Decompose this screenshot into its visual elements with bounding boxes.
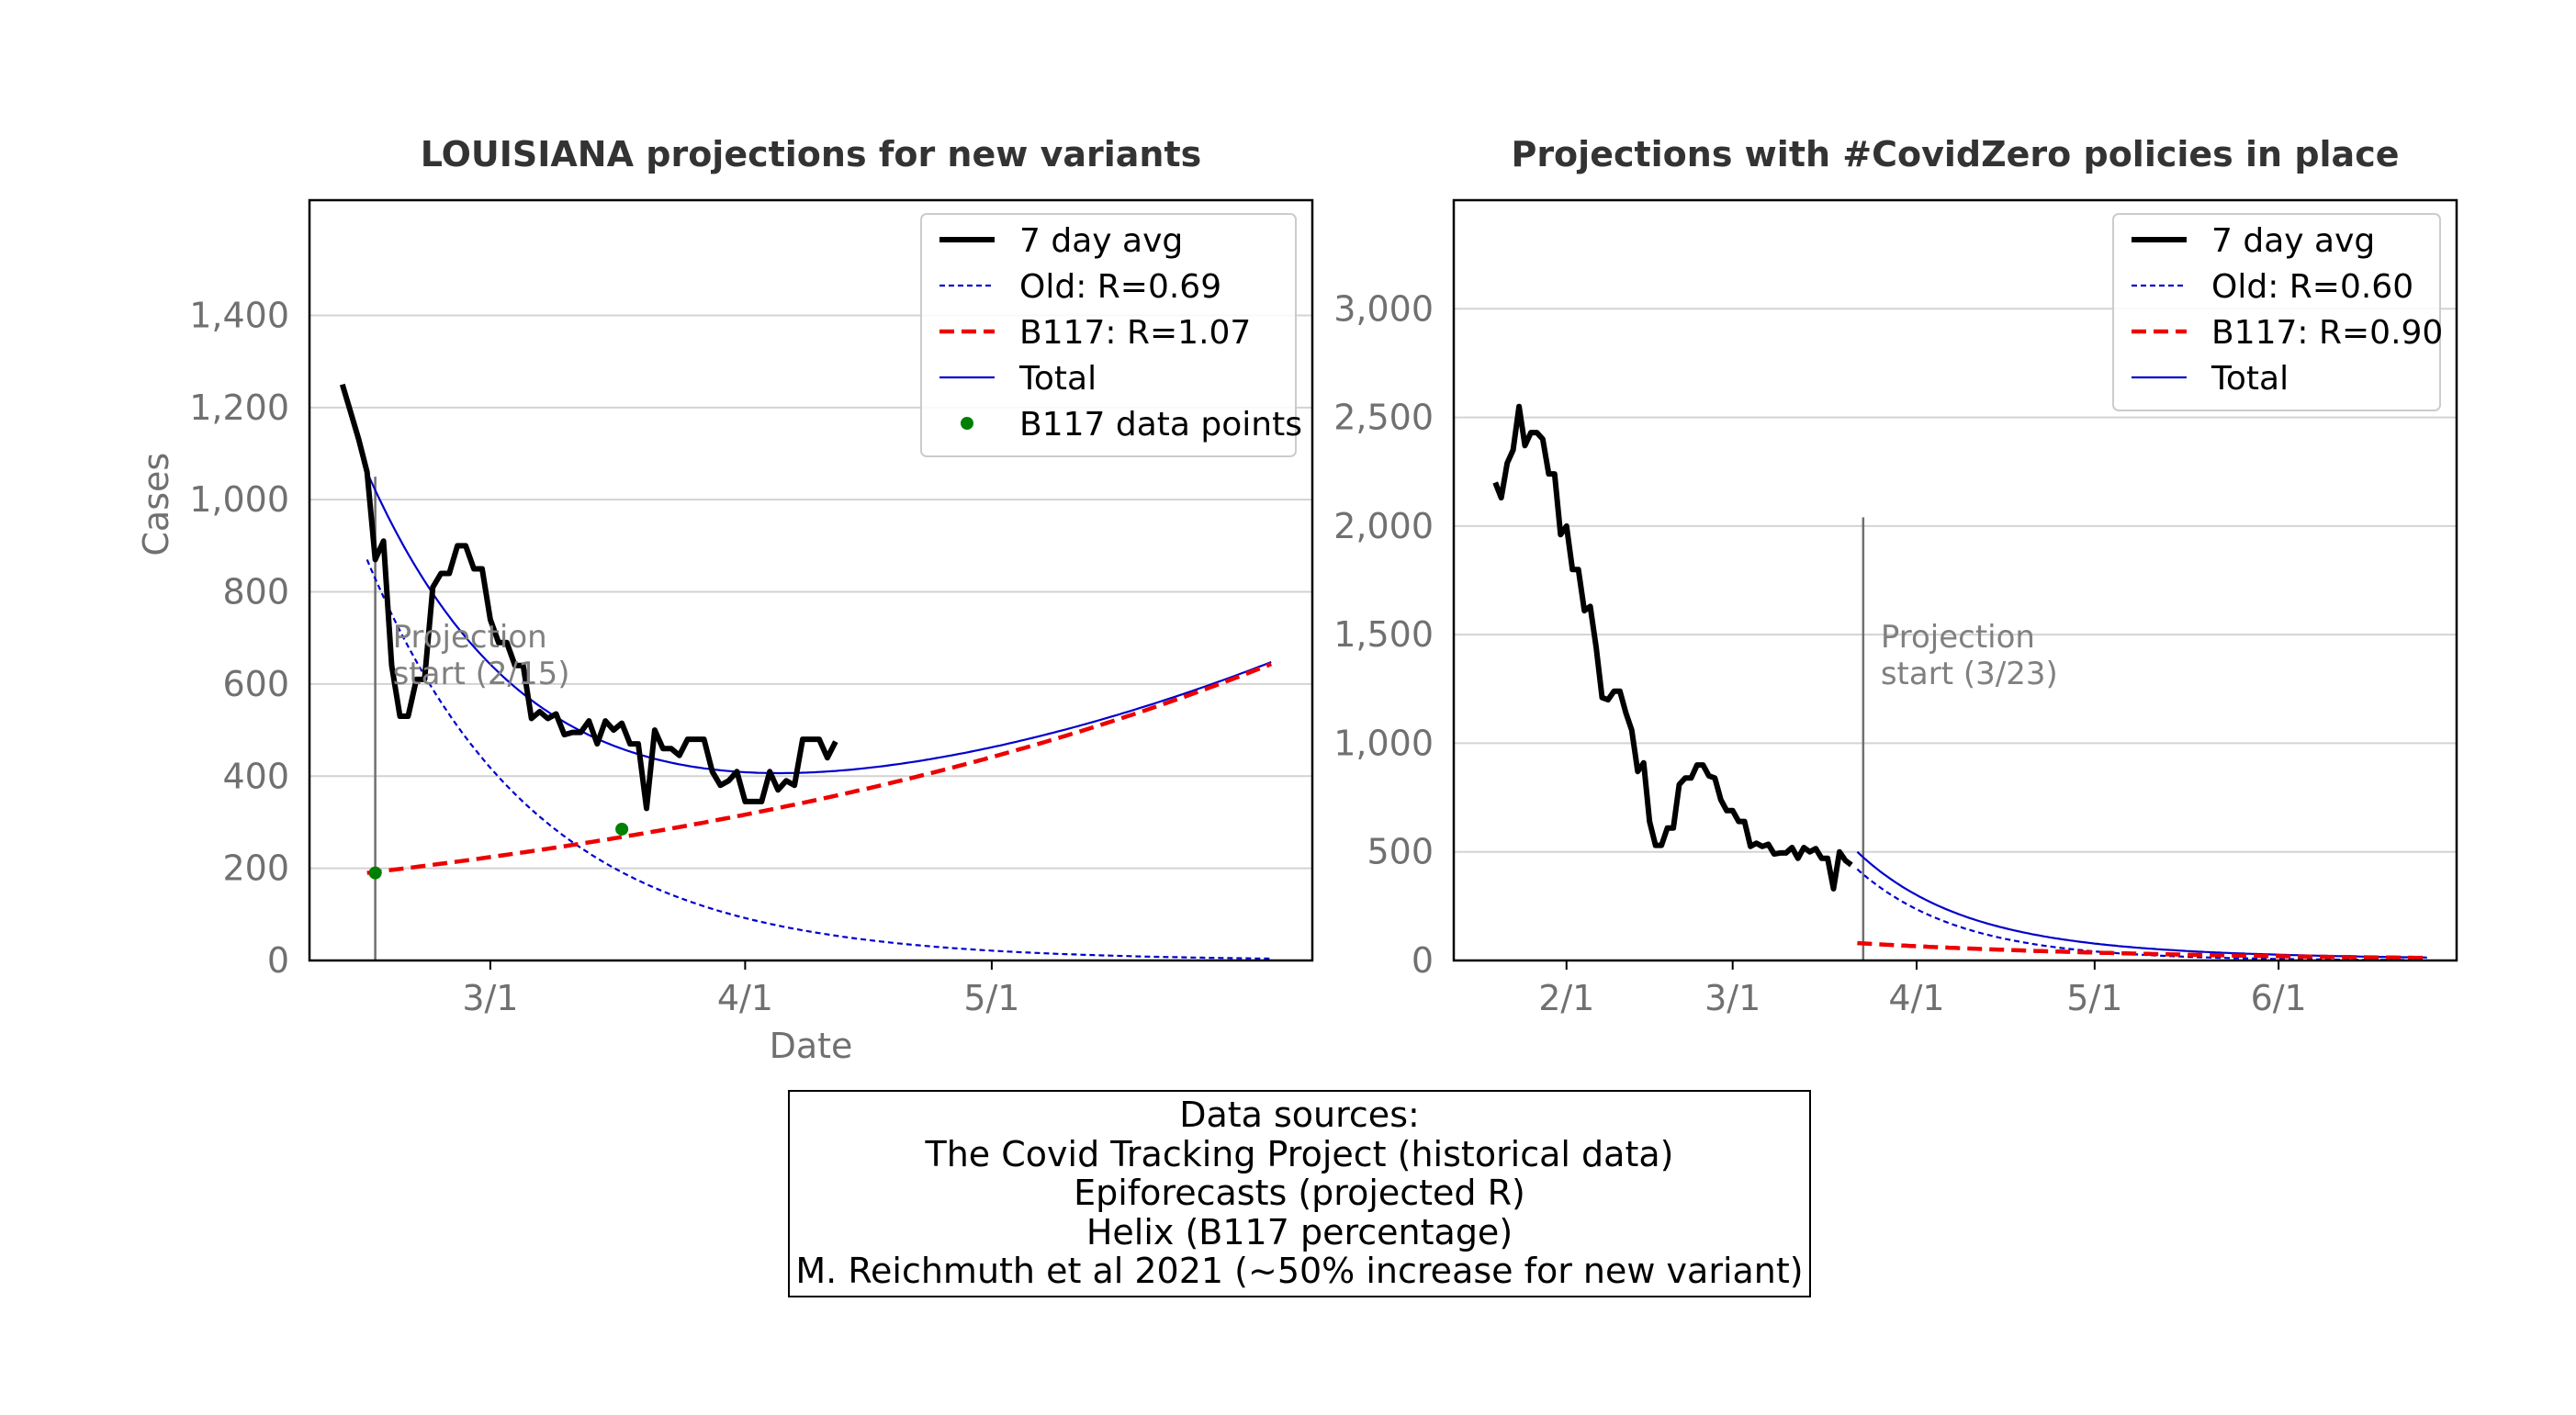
left-series-b117-r-1-07 — [366, 662, 1273, 875]
left-legend-marker — [961, 417, 973, 430]
left-ytick-label: 1,400 — [189, 295, 289, 335]
right-ytick-label: 0 — [1412, 940, 1434, 981]
right-legend: 7 day avg Old: R=0.60 B117: R=0.90 Total — [2112, 213, 2443, 411]
right-legend-label: B117: R=0.90 — [2211, 314, 2443, 352]
right-chart: Projections with #CovidZero policies in … — [1333, 134, 2458, 1018]
right-series-total — [1856, 850, 2427, 959]
left-legend: 7 day avg Old: R=0.69 B117: R=1.07 Total B11… — [920, 213, 1302, 457]
right-legend-box — [2112, 213, 2441, 411]
left-legend-label: B117: R=1.07 — [1019, 314, 1251, 352]
left-legend-label: Total — [1018, 360, 1097, 398]
right-plot-area — [1492, 403, 2427, 960]
left-series-old-r-0-69 — [366, 558, 1272, 960]
left-b117-data-point — [615, 822, 629, 836]
right-series-b117-r-0-90 — [1857, 940, 2427, 960]
right-ytick-label: 3,000 — [1333, 288, 1434, 329]
source-covid-tracking: The Covid Tracking Project (historical d… — [925, 1133, 1674, 1174]
left-xtick-label: 5/1 — [963, 978, 1019, 1018]
right-legend-label: Old: R=0.60 — [2211, 268, 2413, 306]
right-xtick-label: 5/1 — [2066, 978, 2122, 1018]
right-legend-label: 7 day avg — [2211, 222, 2375, 260]
left-xtick-label: 3/1 — [462, 978, 518, 1018]
left-ytick-label: 0 — [267, 940, 289, 981]
right-annotation-line2: start (3/23) — [1881, 656, 2058, 692]
left-plot-frame — [308, 198, 1314, 962]
right-xtick-label: 3/1 — [1704, 978, 1760, 1018]
right-xtick-label: 6/1 — [2251, 978, 2307, 1018]
right-annotation-line1: Projection — [1881, 619, 2035, 656]
left-xtick-label: 4/1 — [717, 978, 773, 1018]
left-ytick-label: 200 — [222, 848, 289, 889]
left-x-axis-label: Date — [770, 1026, 853, 1066]
left-legend-label: Old: R=0.69 — [1019, 268, 1221, 306]
source-helix: Helix (B117 percentage) — [1086, 1211, 1513, 1252]
left-ytick-label: 400 — [222, 756, 289, 796]
left-plot-area — [339, 383, 1273, 960]
right-chart-title: Projections with #CovidZero policies in … — [1511, 134, 2399, 174]
right-ytick-label: 1,500 — [1333, 614, 1434, 655]
left-ytick-label: 1,000 — [189, 479, 289, 520]
left-chart-title: LOUISIANA projections for new variants — [421, 134, 1202, 174]
right-series-old-r-0-60 — [1856, 868, 2427, 960]
right-xtick-label: 2/1 — [1538, 978, 1594, 1018]
left-legend-label: 7 day avg — [1019, 222, 1183, 260]
left-b117-data-point — [368, 866, 382, 880]
left-ytick-label: 1,200 — [189, 387, 289, 428]
right-ytick-label: 500 — [1367, 832, 1434, 872]
left-series-total — [366, 471, 1272, 775]
right-ytick-label: 2,500 — [1333, 398, 1434, 438]
left-ytick-label: 600 — [222, 664, 289, 704]
right-xtick-label: 4/1 — [1888, 978, 1944, 1018]
left-ytick-label: 800 — [222, 572, 289, 612]
left-annotation-line1: Projection — [393, 619, 547, 656]
data-sources-box: Data sources: The Covid Tracking Project… — [788, 1090, 1811, 1297]
left-legend-label: B117 data points — [1019, 406, 1302, 444]
right-ytick-label: 2,000 — [1333, 506, 1434, 546]
left-legend-box — [920, 213, 1297, 457]
sources-heading: Data sources: — [1179, 1095, 1420, 1135]
right-legend-label: Total — [2210, 360, 2289, 398]
right-ytick-label: 1,000 — [1333, 723, 1434, 763]
left-chart: LOUISIANA projections for new variants 0 2… — [136, 134, 1314, 1066]
source-reichmuth: M. Reichmuth et al 2021 (~50% increase f… — [795, 1251, 1804, 1291]
right-series-7-day-avg — [1492, 403, 1853, 892]
right-plot-frame — [1452, 198, 2458, 962]
left-annotation-line2: start (2/15) — [393, 656, 570, 692]
left-series-7-day-avg — [339, 383, 838, 812]
source-epiforecasts: Epiforecasts (projected R) — [1074, 1173, 1525, 1213]
left-y-axis-label: Cases — [136, 453, 176, 556]
